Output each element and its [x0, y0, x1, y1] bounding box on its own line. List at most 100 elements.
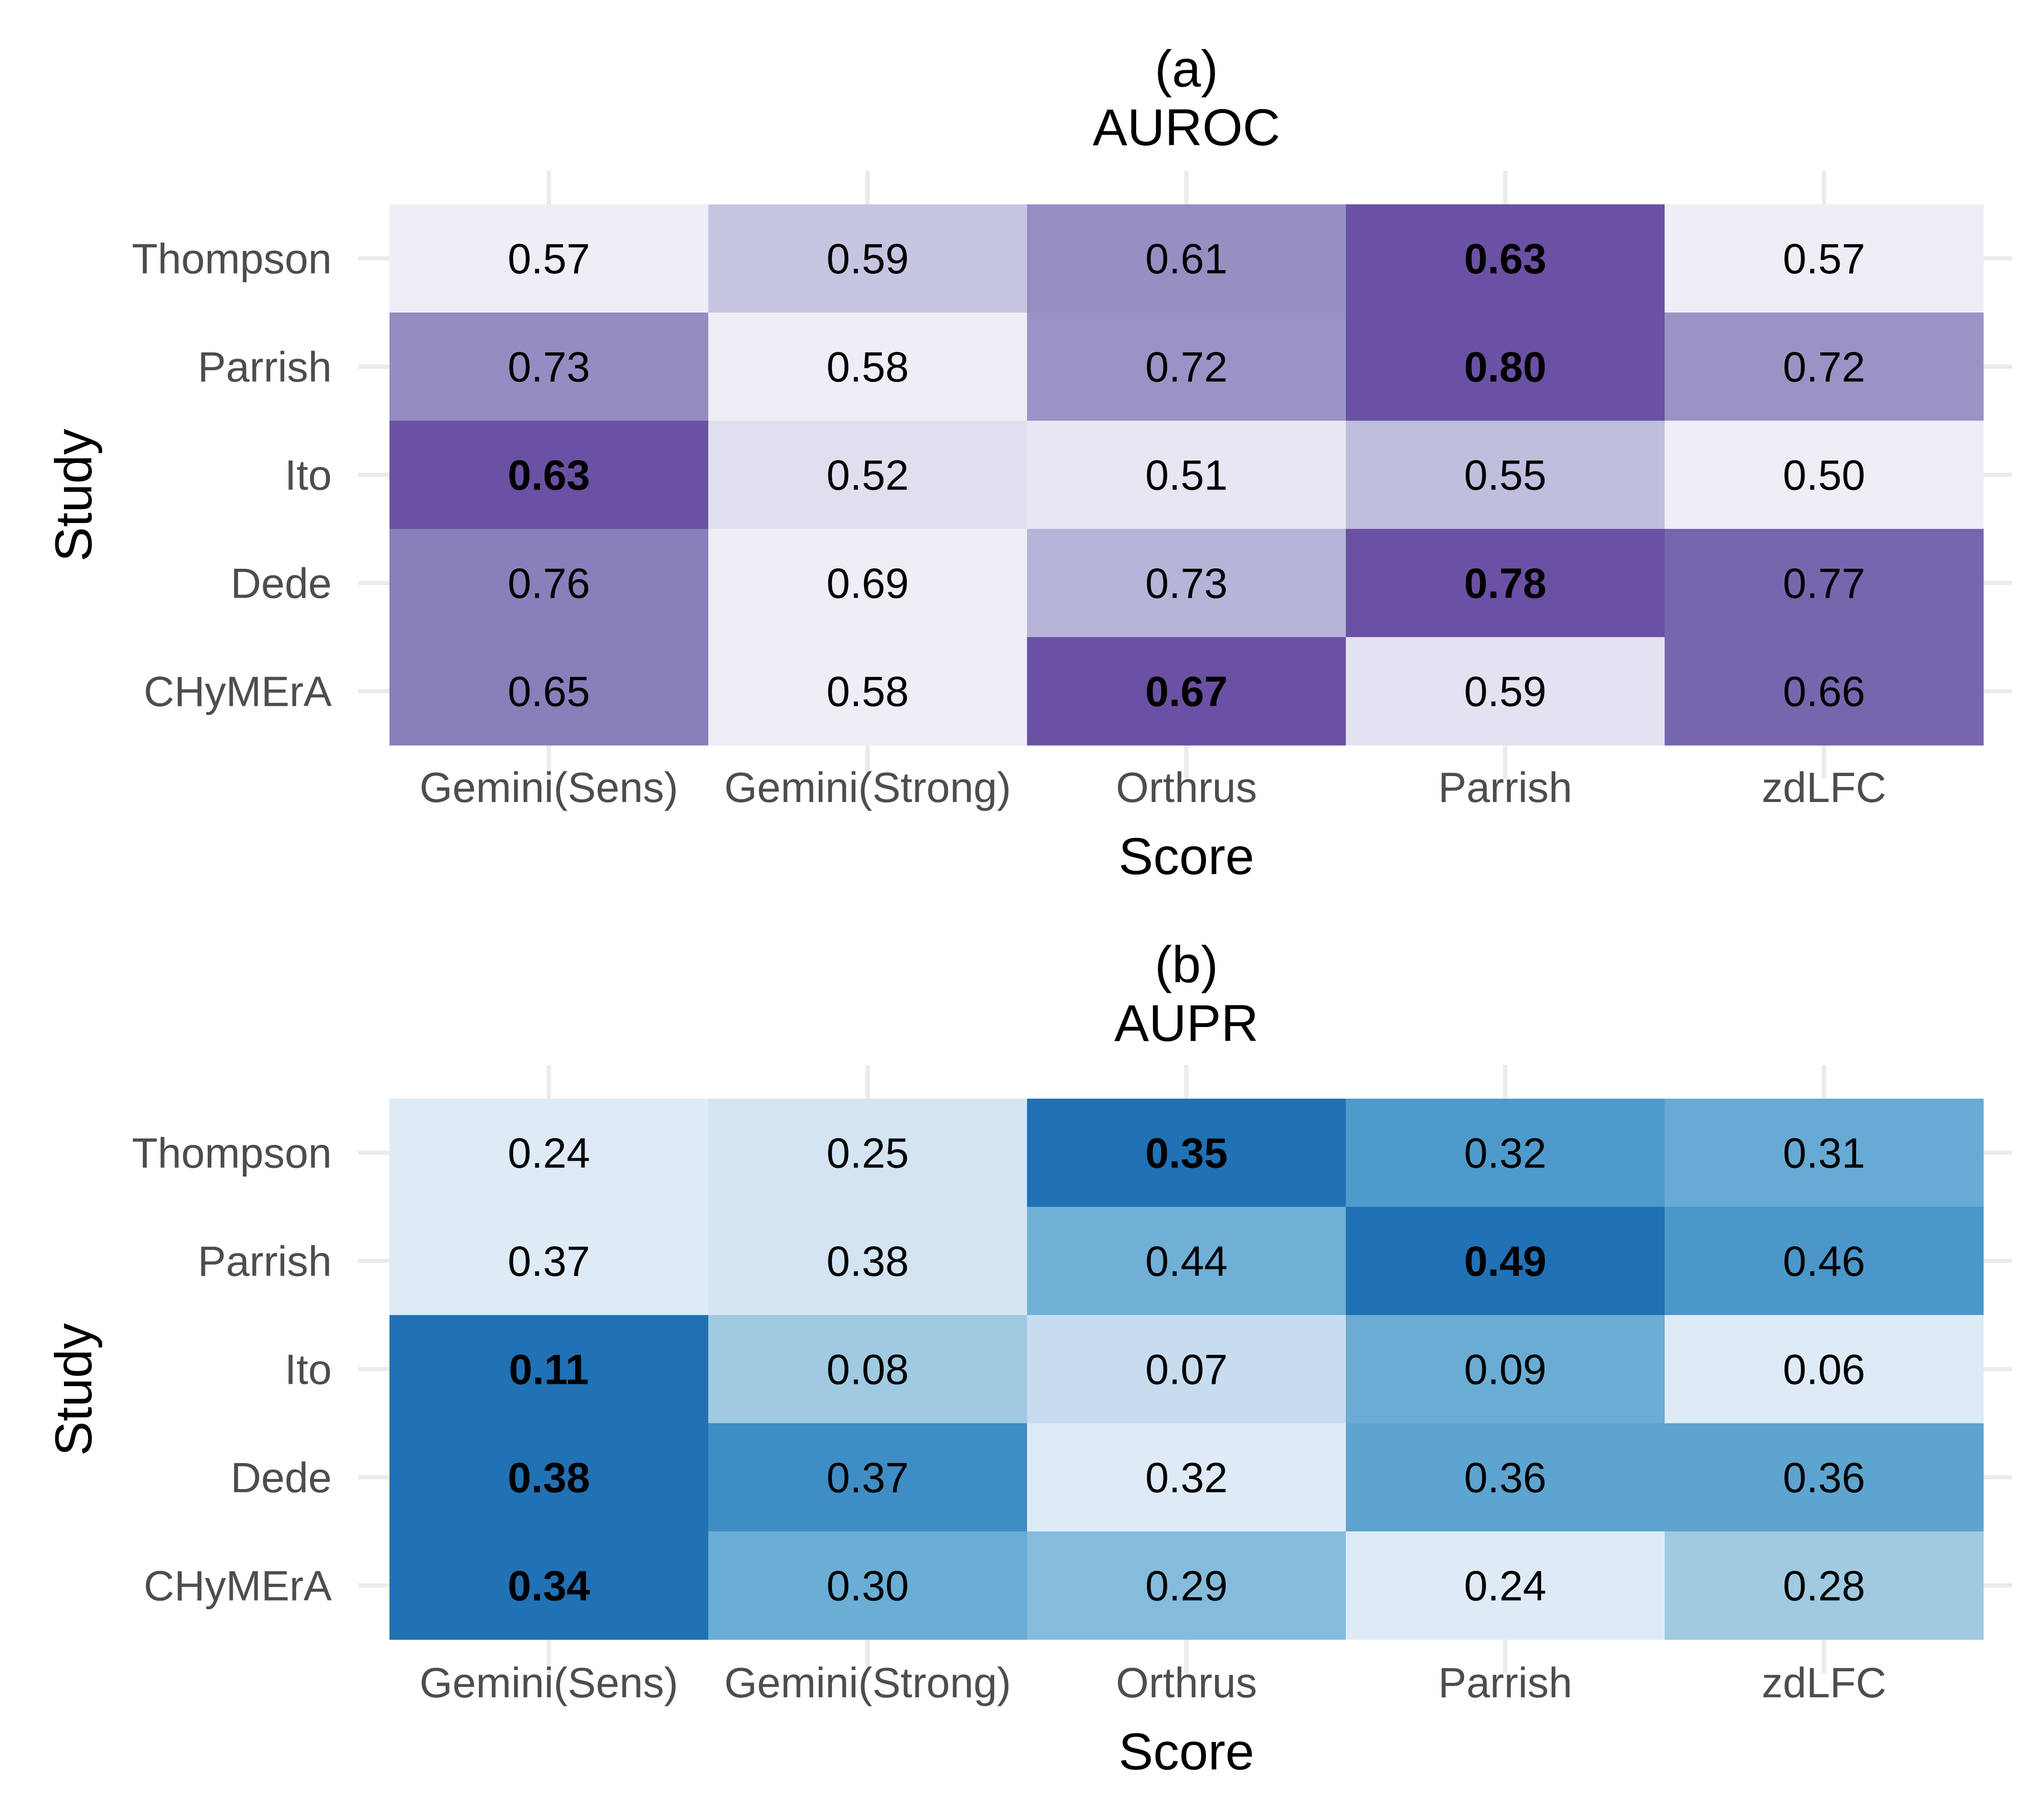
heatmap-panel-a: (a)AUROC 0.57 0.59 0.61 0.63 0.57 0.73 0.58 0.72…	[44, 39, 2012, 885]
cell-value-label: 0.72	[1783, 343, 1865, 391]
cell-value-label: 0.30	[827, 1562, 909, 1610]
heatmap-cell	[1027, 1423, 1346, 1532]
heatmap-cell	[1346, 1531, 1665, 1640]
heatmap-cell	[1346, 1315, 1665, 1424]
cell-value-label: 0.46	[1783, 1238, 1865, 1285]
cell-value-label: 0.25	[827, 1129, 909, 1177]
heatmap-cell	[389, 529, 709, 638]
cell-value-label: 0.76	[508, 560, 590, 607]
cell-value-label: 0.57	[508, 235, 590, 283]
heatmap-cell	[389, 1531, 709, 1640]
cell-value-label: 0.63	[508, 451, 590, 499]
y-tick-label: Dede	[231, 1454, 332, 1502]
panel-subtitle: AUPR	[1114, 994, 1258, 1052]
x-tick-label: zdLFC	[1762, 764, 1886, 811]
heatmap-cell	[1346, 1423, 1665, 1532]
heatmap-cell	[1027, 204, 1346, 313]
cell-value-label: 0.24	[1464, 1562, 1546, 1610]
cell-value-label: 0.50	[1783, 451, 1865, 499]
cell-value-label: 0.73	[1145, 560, 1228, 607]
y-tick-label: Ito	[285, 451, 332, 499]
cell-value-label: 0.34	[508, 1562, 590, 1610]
y-tick-label: Thompson	[132, 235, 332, 283]
heatmap-cell	[1027, 1315, 1346, 1424]
y-tick-label: Parrish	[198, 1238, 332, 1285]
x-tick-label: zdLFC	[1762, 1659, 1886, 1706]
x-tick-label: Parrish	[1438, 1659, 1572, 1706]
cell-value-label: 0.37	[508, 1238, 590, 1285]
heatmap-cell	[389, 1423, 709, 1532]
heatmap-cell	[708, 637, 1028, 746]
cell-value-label: 0.49	[1464, 1238, 1546, 1285]
heatmap-cell	[1665, 529, 1984, 638]
heatmap-cell	[1346, 637, 1665, 746]
cell-value-label: 0.38	[508, 1454, 590, 1502]
cell-value-label: 0.07	[1145, 1346, 1228, 1393]
cell-value-label: 0.57	[1783, 235, 1865, 283]
heatmap-cell	[1665, 1423, 1984, 1532]
cell-value-label: 0.44	[1145, 1238, 1228, 1285]
cell-value-label: 0.06	[1783, 1346, 1865, 1393]
heatmap-cell	[1027, 529, 1346, 638]
cell-value-label: 0.28	[1783, 1562, 1865, 1610]
cell-value-label: 0.65	[508, 668, 590, 715]
cell-value-label: 0.78	[1464, 560, 1546, 607]
cell-value-label: 0.32	[1145, 1454, 1228, 1502]
heatmap-cell	[708, 204, 1028, 313]
cell-value-label: 0.37	[827, 1454, 909, 1502]
x-tick-label: Gemini(Sens)	[420, 764, 678, 811]
cell-value-label: 0.59	[827, 235, 909, 283]
x-tick-label: Orthrus	[1116, 1659, 1257, 1706]
heatmap-cell	[1027, 637, 1346, 746]
cell-value-label: 0.29	[1145, 1562, 1228, 1610]
x-tick-label: Parrish	[1438, 764, 1572, 811]
cell-value-label: 0.55	[1464, 451, 1546, 499]
cell-value-label: 0.32	[1464, 1129, 1546, 1177]
y-axis-title: Study	[44, 429, 102, 562]
x-axis-title: Score	[1118, 1722, 1254, 1780]
heatmap-cell	[389, 313, 709, 421]
cell-value-label: 0.31	[1783, 1129, 1865, 1177]
heatmap-cell	[389, 637, 709, 746]
cell-value-label: 0.66	[1783, 668, 1865, 715]
x-tick-label: Gemini(Strong)	[724, 764, 1011, 811]
heatmap-cell	[1027, 1207, 1346, 1316]
heatmap-cell	[1346, 529, 1665, 638]
heatmap-cell	[1027, 421, 1346, 529]
heatmap-cell	[1665, 637, 1984, 746]
heatmap-cell	[1346, 421, 1665, 529]
heatmap-cell	[1346, 313, 1665, 421]
x-tick-label: Orthrus	[1116, 764, 1257, 811]
heatmap-cell	[1027, 1099, 1346, 1207]
heatmap-cell	[708, 1315, 1028, 1424]
y-tick-label: CHyMErA	[144, 668, 332, 715]
y-tick-label: CHyMErA	[144, 1562, 332, 1610]
heatmap-cell	[708, 1207, 1028, 1316]
heatmap-cell	[708, 1099, 1028, 1207]
heatmap-cell	[708, 421, 1028, 529]
cell-value-label: 0.73	[508, 343, 590, 391]
heatmap-cell	[1665, 1531, 1984, 1640]
cell-value-label: 0.52	[827, 451, 909, 499]
cell-value-label: 0.08	[827, 1346, 909, 1393]
cell-value-label: 0.80	[1464, 343, 1546, 391]
cell-value-label: 0.67	[1145, 668, 1228, 715]
cell-value-label: 0.58	[827, 343, 909, 391]
y-tick-label: Parrish	[198, 343, 332, 391]
heatmap-cell	[708, 1531, 1028, 1640]
heatmap-cell	[389, 1207, 709, 1316]
cell-value-label: 0.63	[1464, 235, 1546, 283]
cell-value-label: 0.61	[1145, 235, 1228, 283]
heatmap-cell	[708, 1423, 1028, 1532]
heatmap-cell	[1665, 1099, 1984, 1207]
heatmap-cell	[389, 204, 709, 313]
heatmap-cell	[389, 1315, 709, 1424]
heatmap-cell	[1665, 204, 1984, 313]
cell-value-label: 0.51	[1145, 451, 1228, 499]
cell-value-label: 0.36	[1464, 1454, 1546, 1502]
cell-value-label: 0.59	[1464, 668, 1546, 715]
heatmap-cell	[708, 529, 1028, 638]
heatmap-cell	[1665, 1315, 1984, 1424]
x-tick-label: Gemini(Sens)	[420, 1659, 678, 1706]
